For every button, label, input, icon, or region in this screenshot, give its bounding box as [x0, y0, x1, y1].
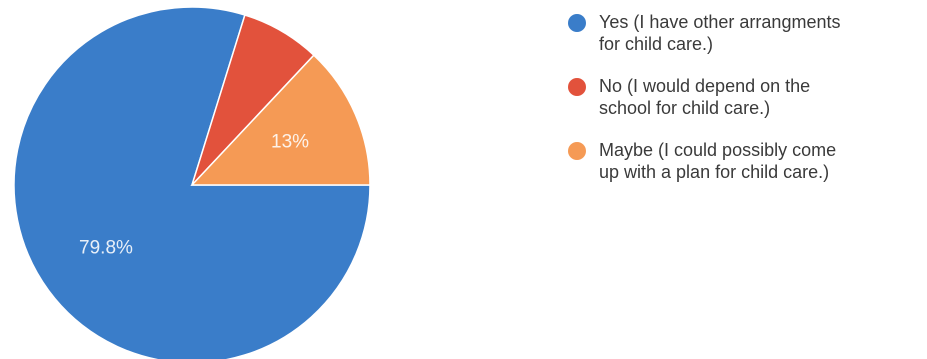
- legend-swatch-3: [568, 142, 586, 160]
- legend-swatch-2: [568, 78, 586, 96]
- pie-slice-3: [190, 54, 371, 186]
- slice-value-label-1: 79.8%: [79, 237, 133, 258]
- pie-slices: [13, 6, 371, 359]
- slice-value-label-3: 13%: [271, 132, 309, 153]
- legend-swatch-1: [568, 14, 586, 32]
- legend-label-1-line-1: Yes (I have other arrangments: [599, 12, 840, 32]
- pie-slice-labels: 79.8% 13%: [79, 132, 309, 259]
- legend-label-3-line-1: Maybe (I could possibly come: [599, 140, 836, 160]
- legend-label-2-line-2: school for child care.): [599, 98, 770, 118]
- legend-label-1-line-2: for child care.): [599, 34, 713, 54]
- legend-label-3-line-2: up with a plan for child care.): [599, 162, 829, 182]
- legend-label-2-line-1: No (I would depend on the: [599, 76, 810, 96]
